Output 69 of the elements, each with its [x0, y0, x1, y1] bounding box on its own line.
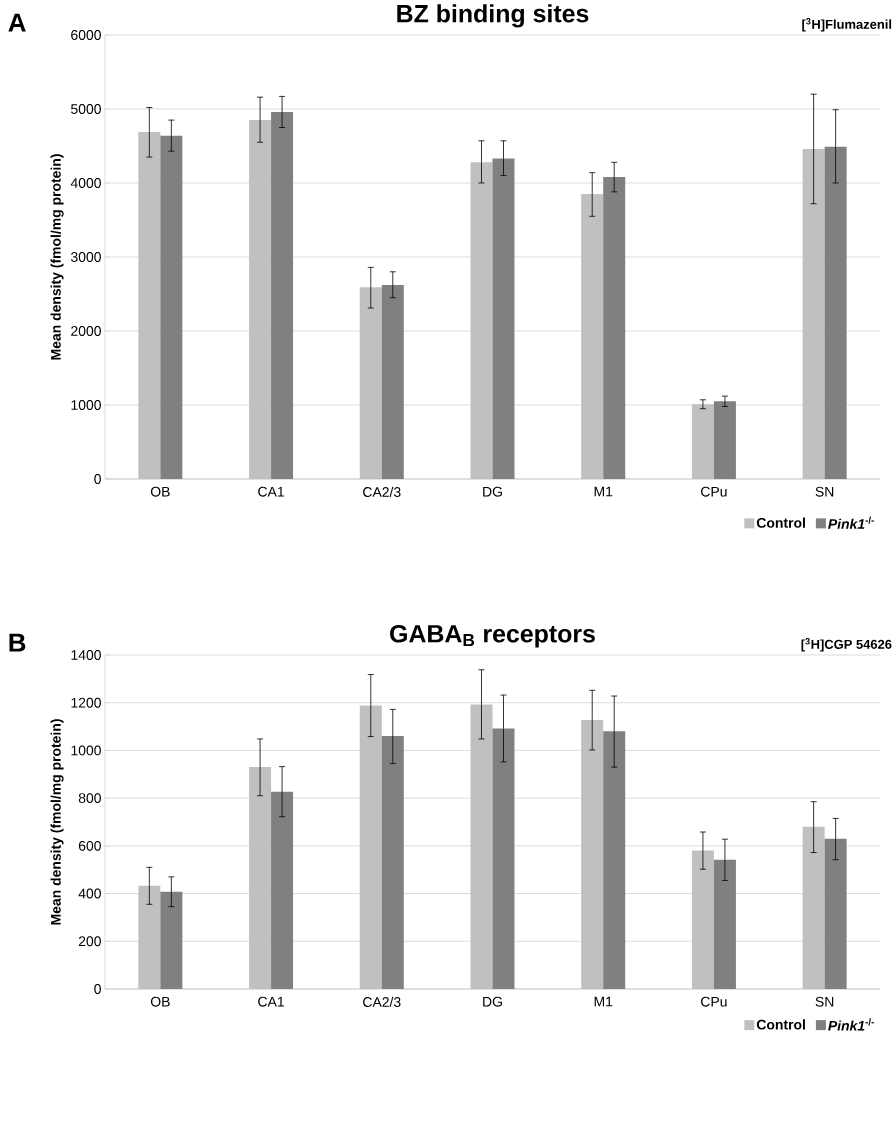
bar — [802, 148, 825, 479]
text: [$^{3}$H]Flumazenil — [802, 18, 892, 32]
bar — [603, 731, 626, 989]
y-tick-label: 1000 — [71, 400, 101, 410]
text: [$^{3}$H]CGP 54626 — [801, 638, 892, 652]
y-tick-label: 1400 — [71, 650, 101, 660]
legend-label: Pink1$^{-/-}$ — [828, 1018, 874, 1031]
bar — [160, 135, 183, 479]
bar — [249, 120, 272, 479]
bar — [160, 891, 183, 989]
x-tick-label: CA2/3 — [363, 996, 401, 1008]
bar — [138, 885, 161, 989]
y-tick-label: 200 — [78, 936, 101, 947]
x-tick-label: M1 — [594, 486, 613, 497]
y-axis-title: Mean density (fmol/mg protein) — [50, 154, 64, 360]
x-tick-label: M1 — [594, 996, 613, 1007]
bar — [470, 704, 493, 989]
y-tick-label: 1200 — [71, 697, 101, 708]
bar — [470, 162, 493, 479]
bar — [713, 859, 736, 989]
y-tick-label: 800 — [78, 793, 101, 804]
bar — [824, 146, 847, 479]
bar — [492, 158, 515, 479]
y-tick-label: 4000 — [70, 178, 101, 188]
bar — [381, 736, 404, 989]
y-tick-label: 5000 — [71, 104, 101, 114]
legend-label: Control — [756, 517, 805, 528]
bar — [359, 287, 382, 479]
bar — [271, 111, 294, 479]
legend-label: Pink1$^{-/-}$ — [828, 516, 874, 529]
x-tick-label: CPu — [701, 996, 727, 1007]
bar — [713, 401, 736, 479]
bar — [492, 728, 515, 989]
y-tick-label: 1000 — [71, 745, 101, 756]
bar — [249, 767, 272, 989]
x-tick-label: SN — [815, 996, 834, 1007]
bar — [138, 131, 161, 479]
chart-title: GABA$_{B}$ receptors — [390, 624, 595, 648]
x-tick-label: CA1 — [258, 486, 284, 497]
bar — [359, 705, 382, 989]
bar — [691, 404, 714, 479]
bar — [603, 177, 626, 479]
y-tick-label: 600 — [78, 840, 101, 851]
y-tick-label: 0 — [94, 984, 101, 994]
y-tick-label: 3000 — [70, 252, 101, 262]
text: A — [8, 13, 26, 32]
y-axis-title: Mean density (fmol/mg protein) — [50, 719, 64, 925]
bar — [802, 826, 825, 989]
x-tick-label: OB — [150, 486, 170, 497]
legend-label: Control — [756, 1019, 805, 1030]
x-tick-label: DG — [483, 996, 502, 1007]
x-tick-label: CA2/3 — [363, 486, 401, 498]
y-tick-label: 2000 — [71, 326, 101, 336]
bar — [691, 850, 714, 989]
y-tick-label: 6000 — [71, 30, 101, 40]
x-tick-label: OB — [150, 996, 170, 1007]
text: B — [9, 633, 26, 652]
x-tick-label: CPu — [701, 486, 727, 497]
x-tick-label: DG — [483, 486, 502, 497]
bar — [381, 285, 404, 479]
y-tick-label: 400 — [78, 888, 101, 899]
chart-title: BZ binding sites — [397, 4, 589, 28]
bar — [581, 719, 604, 989]
bar — [581, 194, 604, 479]
x-tick-label: CA1 — [258, 996, 284, 1007]
bar — [271, 791, 294, 989]
y-tick-label: 0 — [94, 474, 101, 484]
bar — [824, 838, 847, 989]
x-tick-label: SN — [815, 486, 834, 497]
